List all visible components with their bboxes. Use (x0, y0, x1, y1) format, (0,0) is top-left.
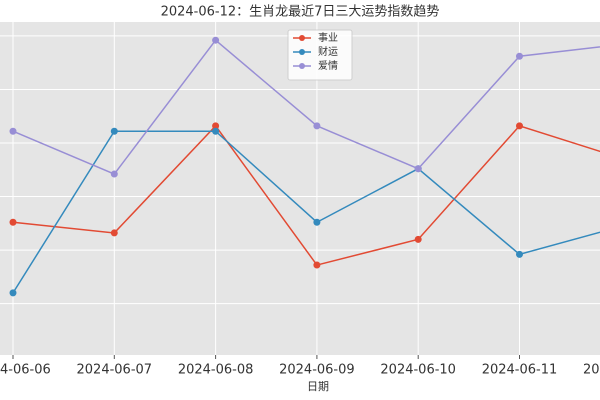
point (516, 52, 523, 60)
point (414, 165, 422, 173)
x-tick-label: 2024-06-10 (380, 363, 456, 378)
legend-label: 财运 (318, 45, 338, 58)
x-axis-label: 日期 (307, 380, 329, 393)
point (9, 127, 17, 135)
grid (0, 22, 600, 355)
chart-title: 2024-06-12：生肖龙最近7日三大运势指数趋势 (161, 4, 440, 20)
point (9, 289, 17, 297)
point (110, 170, 118, 178)
x-tick-label: 2024-06-11 (482, 363, 558, 378)
x-tick-label: 2024-06-08 (178, 363, 254, 378)
point (110, 127, 118, 135)
legend-marker (299, 35, 305, 41)
point (212, 127, 220, 135)
legend-label: 爱情 (318, 59, 338, 72)
point (9, 218, 17, 226)
x-tick-label: 2024-06-12 (583, 363, 600, 378)
point (110, 229, 118, 237)
point (414, 235, 422, 243)
legend-label: 事业 (318, 31, 338, 44)
point (313, 218, 321, 226)
x-tick-label: 2024-06-06 (0, 363, 51, 378)
legend-marker (299, 63, 305, 69)
point (313, 261, 321, 269)
point (313, 122, 321, 130)
x-tick-label: 2024-06-09 (279, 363, 355, 378)
legend-marker (299, 49, 305, 55)
point (516, 122, 523, 130)
x-tick-label: 2024-06-07 (77, 363, 153, 378)
lines (9, 36, 600, 297)
point (212, 122, 220, 130)
point (516, 250, 523, 258)
point (212, 36, 220, 44)
